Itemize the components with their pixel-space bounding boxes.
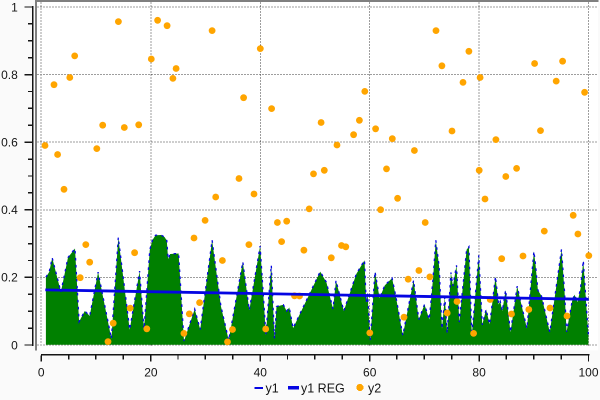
svg-text:0.2: 0.2	[1, 271, 18, 285]
svg-text:0: 0	[38, 366, 45, 380]
svg-text:0.8: 0.8	[1, 68, 18, 82]
svg-text:60: 60	[363, 366, 377, 380]
svg-text:y1: y1	[266, 382, 279, 396]
svg-text:y2: y2	[368, 382, 381, 396]
svg-text:y1 REG: y1 REG	[301, 382, 345, 396]
svg-text:80: 80	[472, 366, 486, 380]
svg-text:100: 100	[578, 366, 598, 380]
svg-text:0.6: 0.6	[1, 136, 18, 150]
svg-text:0.4: 0.4	[1, 203, 18, 217]
svg-text:40: 40	[254, 366, 268, 380]
svg-text:1: 1	[11, 0, 18, 14]
svg-text:20: 20	[144, 366, 158, 380]
svg-text:0: 0	[11, 338, 18, 352]
